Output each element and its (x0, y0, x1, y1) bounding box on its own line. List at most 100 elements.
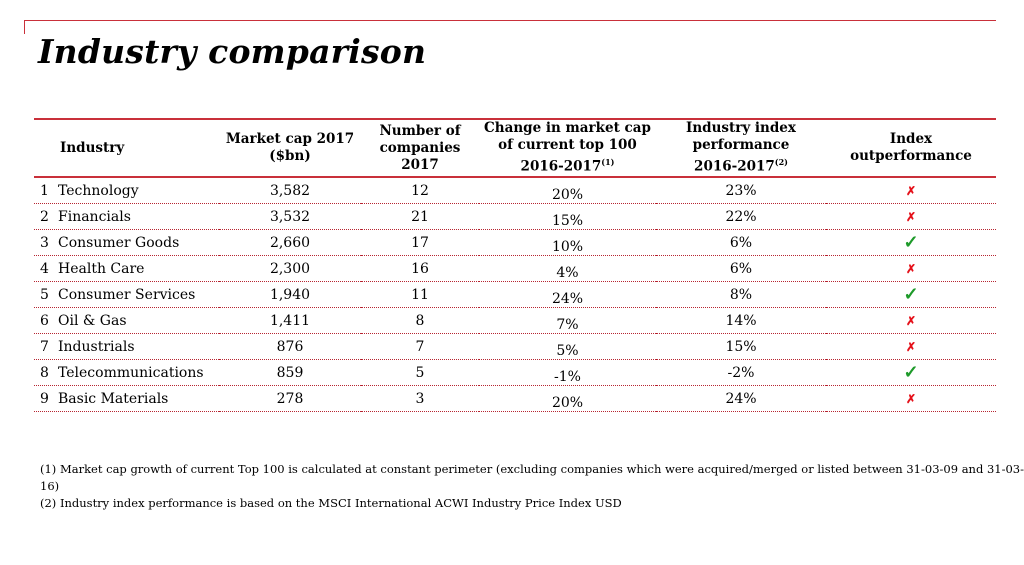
table-header-row: Industry Market cap 2017 ($bn) Number of c… (34, 119, 996, 177)
header-companies: Number of companies 2017 (379, 122, 461, 173)
performance-cell: 23% (725, 182, 757, 199)
rank-number: 2 (40, 208, 49, 225)
outperformance-cell: ✓ (826, 282, 996, 308)
industry-name: Consumer Services (58, 286, 196, 303)
industry-cell: 4 Health Care (34, 256, 219, 282)
market-cap-cell: 1,411 (269, 312, 311, 329)
industry-cell: 8 Telecommunications (34, 360, 219, 386)
industry-name: Health Care (58, 260, 145, 277)
outperformance-cell: ✗ (826, 177, 996, 204)
industry-cell: 7 Industrials (34, 334, 219, 360)
industry-cell: 6 Oil & Gas (34, 308, 219, 334)
companies-cell: 17 (411, 234, 429, 251)
companies-cell: 7 (415, 338, 425, 355)
header-change: Change in market cap of current top 100 20… (484, 120, 651, 175)
footnote-1: (1) Market cap growth of current Top 100… (40, 462, 1024, 493)
performance-cell: 22% (725, 208, 757, 225)
companies-cell: 21 (411, 208, 429, 225)
header-industry: Industry (60, 139, 125, 156)
market-cap-cell: 1,940 (269, 286, 311, 303)
outperformance-cell: ✗ (826, 308, 996, 334)
footnote-2: (2) Industry index performance is based … (40, 496, 622, 510)
performance-cell: 14% (725, 312, 757, 329)
market-cap-cell: 876 (276, 338, 304, 355)
table-row: 4 Health Care 2,300 16 4% 6% ✗ (34, 256, 996, 282)
header-outperformance: Index outperformance (850, 131, 972, 164)
cross-icon: ✗ (905, 339, 917, 354)
performance-cell: 6% (729, 260, 753, 277)
table-row: 2 Financials 3,532 21 15% 22% ✗ (34, 204, 996, 230)
table-row: 6 Oil & Gas 1,411 8 7% 14% ✗ (34, 308, 996, 334)
industry-cell: 2 Financials (34, 204, 219, 230)
outperformance-cell: ✗ (826, 386, 996, 412)
check-icon: ✓ (903, 232, 919, 253)
rank-number: 1 (40, 182, 49, 199)
performance-cell: -2% (727, 364, 755, 381)
rank-number: 7 (40, 338, 49, 355)
header-performance: Industry index performance 2016-2017(2) (686, 120, 796, 175)
performance-cell: 15% (725, 338, 757, 355)
top-rule (24, 20, 996, 21)
companies-cell: 3 (415, 390, 425, 407)
change-cell: -1% (554, 368, 581, 385)
outperformance-cell: ✗ (826, 334, 996, 360)
check-icon: ✓ (903, 284, 919, 305)
market-cap-cell: 2,300 (269, 260, 311, 277)
page-title: Industry comparison (38, 32, 427, 71)
outperformance-cell: ✓ (826, 230, 996, 256)
industry-comparison-table: Industry Market cap 2017 ($bn) Number of c… (34, 118, 996, 412)
table-row: 9 Basic Materials 278 3 20% 24% ✗ (34, 386, 996, 412)
comparison-table-container: Industry Market cap 2017 ($bn) Number of c… (34, 118, 996, 412)
change-cell: 4% (556, 264, 579, 281)
rank-number: 5 (40, 286, 49, 303)
rank-number: 3 (40, 234, 49, 251)
industry-cell: 9 Basic Materials (34, 386, 219, 412)
change-cell: 20% (551, 394, 584, 411)
change-cell: 24% (551, 290, 584, 307)
rank-number: 8 (40, 364, 49, 381)
market-cap-cell: 3,582 (269, 182, 311, 199)
header-market-cap: Market cap 2017 ($bn) (225, 131, 355, 164)
table-row: 1 Technology 3,582 12 20% 23% ✗ (34, 177, 996, 204)
market-cap-cell: 278 (276, 390, 304, 407)
table-body: 1 Technology 3,582 12 20% 23% ✗ 2 Financia… (34, 177, 996, 412)
change-cell: 5% (556, 342, 579, 359)
cross-icon: ✗ (905, 261, 917, 276)
performance-cell: 24% (725, 390, 757, 407)
industry-cell: 3 Consumer Goods (34, 230, 219, 256)
market-cap-cell: 859 (276, 364, 304, 381)
performance-cell: 6% (729, 234, 753, 251)
table-row: 3 Consumer Goods 2,660 17 10% 6% ✓ (34, 230, 996, 256)
table-row: 5 Consumer Services 1,940 11 24% 8% ✓ (34, 282, 996, 308)
industry-name: Telecommunications (58, 364, 204, 381)
companies-cell: 11 (411, 286, 429, 303)
outperformance-cell: ✓ (826, 360, 996, 386)
industry-name: Financials (58, 208, 131, 225)
check-icon: ✓ (903, 362, 919, 383)
change-cell: 20% (551, 186, 584, 203)
cross-icon: ✗ (905, 183, 917, 198)
market-cap-cell: 3,532 (269, 208, 311, 225)
change-cell: 15% (551, 212, 584, 229)
industry-name: Consumer Goods (58, 234, 180, 251)
table-row: 7 Industrials 876 7 5% 15% ✗ (34, 334, 996, 360)
industry-cell: 5 Consumer Services (34, 282, 219, 308)
cross-icon: ✗ (905, 391, 917, 406)
companies-cell: 16 (411, 260, 429, 277)
change-cell: 10% (551, 238, 584, 255)
industry-name: Industrials (58, 338, 135, 355)
rank-number: 4 (40, 260, 49, 277)
industry-name: Oil & Gas (58, 312, 127, 329)
outperformance-cell: ✗ (826, 256, 996, 282)
top-rule-tick (24, 20, 25, 34)
rank-number: 9 (40, 390, 49, 407)
cross-icon: ✗ (905, 209, 917, 224)
table-row: 8 Telecommunications 859 5 -1% -2% ✓ (34, 360, 996, 386)
companies-cell: 5 (415, 364, 425, 381)
rank-number: 6 (40, 312, 49, 329)
industry-name: Basic Materials (58, 390, 169, 407)
companies-cell: 8 (415, 312, 425, 329)
cross-icon: ✗ (905, 313, 917, 328)
companies-cell: 12 (411, 182, 429, 199)
footnotes: (1) Market cap growth of current Top 100… (40, 461, 1024, 512)
